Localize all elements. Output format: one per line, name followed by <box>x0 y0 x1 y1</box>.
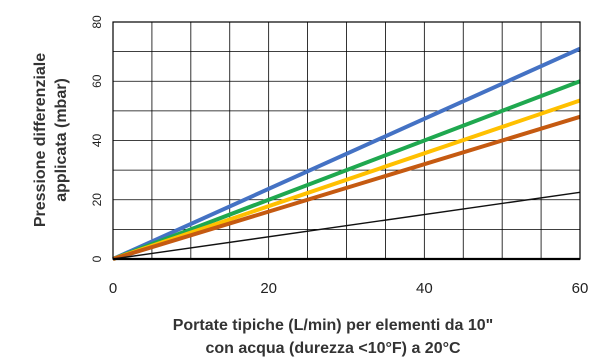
x-axis-label-line-1: Portate tipiche (L/min) per elementi da … <box>173 317 494 334</box>
y-tick-label: 80 <box>90 15 104 29</box>
series-line-3 <box>112 98 581 261</box>
x-tick-label: 0 <box>109 280 117 297</box>
y-axis-label-line-1: Pressione differenziale <box>32 53 49 227</box>
series-line-1 <box>112 46 581 261</box>
tick-labels: 0 20 40 60 0 20 40 60 80 <box>90 15 588 297</box>
x-tick-label: 20 <box>260 280 277 297</box>
x-tick-label: 40 <box>416 280 433 297</box>
series-lines <box>112 46 581 261</box>
axis-labels: Portate tipiche (L/min) per elementi da … <box>32 53 493 357</box>
grid <box>112 21 581 260</box>
series-line-5 <box>112 191 581 260</box>
y-tick-label: 40 <box>90 134 104 148</box>
y-axis-label-line-2: applicata (mbar) <box>53 78 70 202</box>
y-tick-label: 60 <box>90 74 104 88</box>
series-line-2 <box>112 79 581 261</box>
y-tick-label: 20 <box>90 193 104 207</box>
series-line-4 <box>112 114 581 261</box>
x-tick-label: 60 <box>572 280 589 297</box>
y-tick-label: 0 <box>90 255 104 262</box>
plot-frame <box>112 21 581 261</box>
x-axis-label-line-2: con acqua (durezza <10°F) a 20°C <box>205 340 461 357</box>
